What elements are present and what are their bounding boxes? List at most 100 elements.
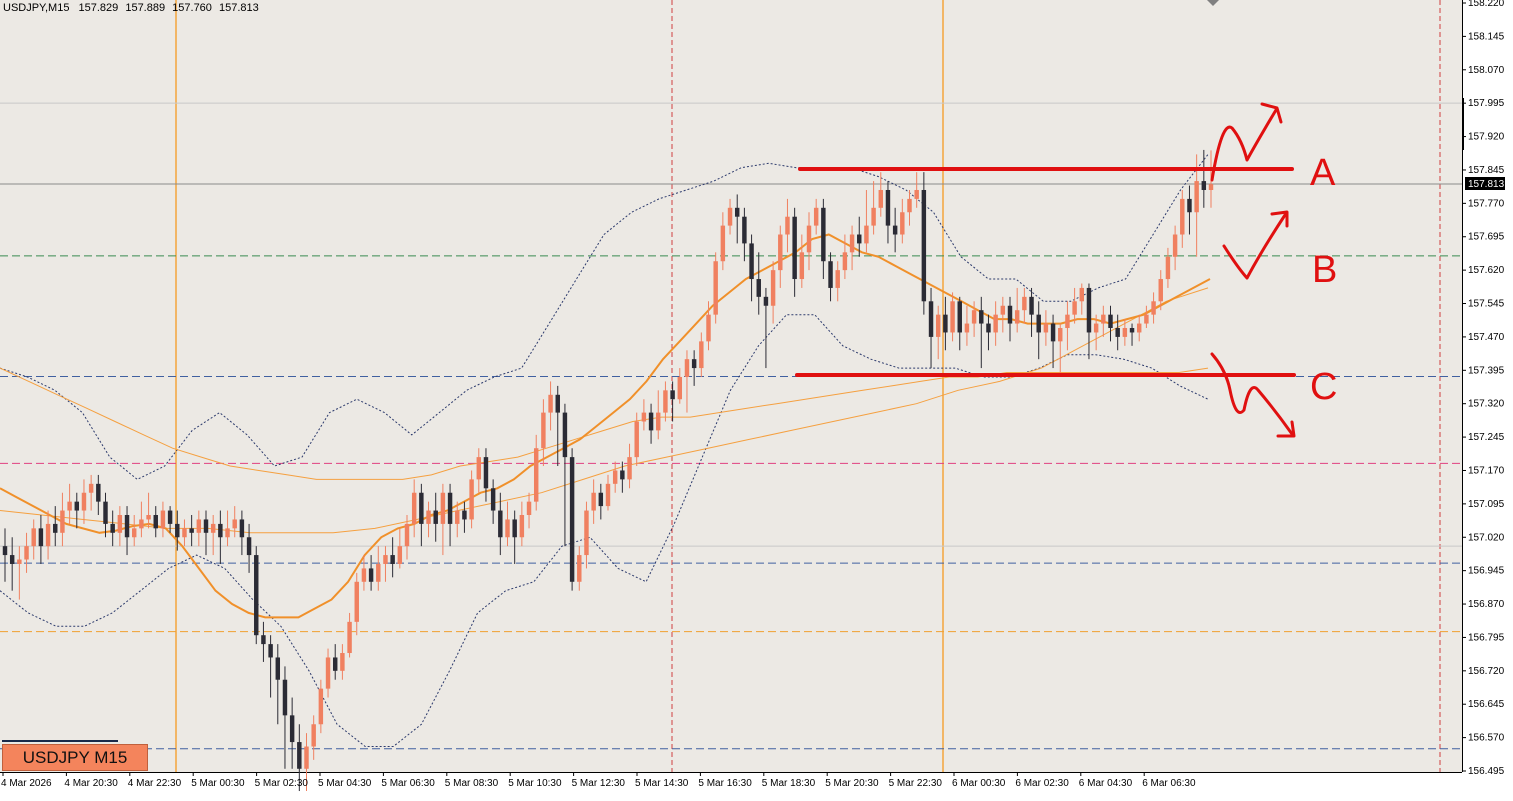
bull-candle	[361, 568, 367, 582]
bear-candle	[749, 243, 754, 280]
bear-candle	[124, 515, 130, 538]
bull-candle	[950, 301, 955, 333]
bear-candle	[246, 537, 252, 556]
bear-candle	[1086, 287, 1092, 333]
bear-candle	[462, 510, 467, 520]
price-tick-label: 157.545	[1468, 299, 1505, 310]
bull-candle	[1165, 256, 1171, 280]
bear-candle	[96, 483, 101, 502]
bull-candle	[139, 519, 144, 529]
bear-candle	[857, 234, 862, 244]
price-tick-label: 156.645	[1468, 699, 1505, 710]
time-tick-label: 6 Mar 00:30	[952, 778, 1006, 789]
price-axis-ticks: 158.220 158.145 158.070 157.995 157.920 157.8…	[1462, 0, 1505, 777]
bear-candle	[490, 488, 496, 511]
bull-candle	[17, 559, 22, 564]
bear-candle	[282, 679, 288, 716]
bear-candle	[275, 657, 281, 680]
price-tick-label: 157.845	[1468, 165, 1505, 176]
bear-candle	[1108, 314, 1113, 329]
price-tick-label: 157.170	[1468, 465, 1505, 476]
bear-candle	[670, 390, 675, 400]
bear-candle	[979, 310, 984, 324]
bull-candle	[397, 546, 403, 564]
bear-candle	[175, 523, 180, 538]
bear-candle	[885, 189, 891, 226]
bull-candle	[713, 261, 718, 315]
bull-candle	[411, 492, 417, 524]
price-axis-background	[1462, 0, 1513, 796]
bull-candle	[160, 510, 166, 529]
bear-candle	[734, 207, 740, 217]
symbol-timeframe: USDJPY,M15	[3, 2, 69, 14]
current-price-tag: 157.813	[1465, 177, 1505, 190]
bull-candle	[45, 523, 51, 547]
bull-candle	[907, 198, 912, 213]
time-axis-background	[0, 772, 1462, 796]
price-tick-label: 156.495	[1468, 766, 1505, 777]
price-tick-label: 156.945	[1468, 566, 1505, 577]
scenario-label-a: A	[1310, 152, 1336, 194]
bollinger-upper	[0, 154, 1209, 480]
bull-candle	[971, 310, 977, 324]
bull-candle	[1072, 301, 1077, 315]
bull-candle	[634, 421, 639, 458]
time-tick-label: 5 Mar 12:30	[572, 778, 626, 789]
bull-candle	[354, 581, 359, 622]
bull-candle	[727, 207, 733, 226]
price-tick-label: 158.070	[1468, 65, 1505, 76]
bear-candle	[239, 519, 245, 538]
bull-candle	[684, 359, 690, 377]
bear-candle	[153, 515, 158, 529]
time-tick-label: 5 Mar 10:30	[508, 778, 562, 789]
bull-candle	[383, 555, 388, 564]
bull-candle	[304, 746, 309, 769]
bear-candle	[218, 523, 223, 538]
scenario-a-path	[1210, 108, 1278, 182]
time-tick-label: 4 Mar 2026	[1, 778, 52, 789]
bull-candle	[88, 483, 94, 493]
bear-candle	[763, 296, 769, 306]
time-tick-label: 6 Mar 02:30	[1015, 778, 1069, 789]
bull-candle	[1144, 314, 1149, 324]
bull-candle	[210, 523, 216, 533]
bull-candle	[612, 470, 618, 484]
bear-candle	[1036, 314, 1041, 333]
bull-candle	[131, 528, 137, 538]
bull-candle	[325, 657, 331, 689]
scenario-c-path	[1210, 352, 1294, 436]
bear-candle	[562, 412, 568, 458]
plot-background	[0, 0, 1462, 772]
time-tick-label: 5 Mar 16:30	[698, 778, 752, 789]
bull-candle	[605, 483, 611, 507]
bull-candle	[1022, 296, 1027, 311]
bull-candle	[1122, 328, 1128, 337]
bull-candle	[799, 252, 805, 280]
bear-candle	[368, 568, 374, 582]
bull-candle	[878, 189, 884, 208]
bear-candle	[1029, 296, 1034, 315]
bear-candle	[261, 635, 266, 645]
price-levels	[0, 102, 1462, 750]
bull-candle	[81, 492, 87, 511]
time-tick-label: 5 Mar 20:30	[825, 778, 879, 789]
bear-candle	[254, 555, 259, 636]
price-tick-label: 156.720	[1468, 666, 1505, 677]
bear-candle	[189, 528, 194, 533]
bull-candle	[577, 555, 582, 582]
time-tick-label: 5 Mar 18:30	[762, 778, 816, 789]
bear-candle	[648, 412, 654, 431]
bull-candle	[914, 189, 919, 199]
bull-candle	[993, 314, 998, 333]
scenario-label-b: B	[1312, 249, 1337, 291]
bull-candle	[31, 528, 36, 547]
bull-candle	[67, 501, 72, 511]
price-tick-label: 157.995	[1468, 98, 1505, 109]
bull-candle	[60, 510, 65, 533]
time-tick-label: 5 Mar 04:30	[318, 778, 372, 789]
chart-header: USDJPY,M15 157.829 157.889 157.760 157.8…	[3, 2, 259, 14]
price-tick-label: 156.870	[1468, 599, 1505, 610]
bull-candle	[663, 390, 668, 413]
time-tick-label: 5 Mar 06:30	[381, 778, 435, 789]
bear-candle	[110, 523, 115, 533]
